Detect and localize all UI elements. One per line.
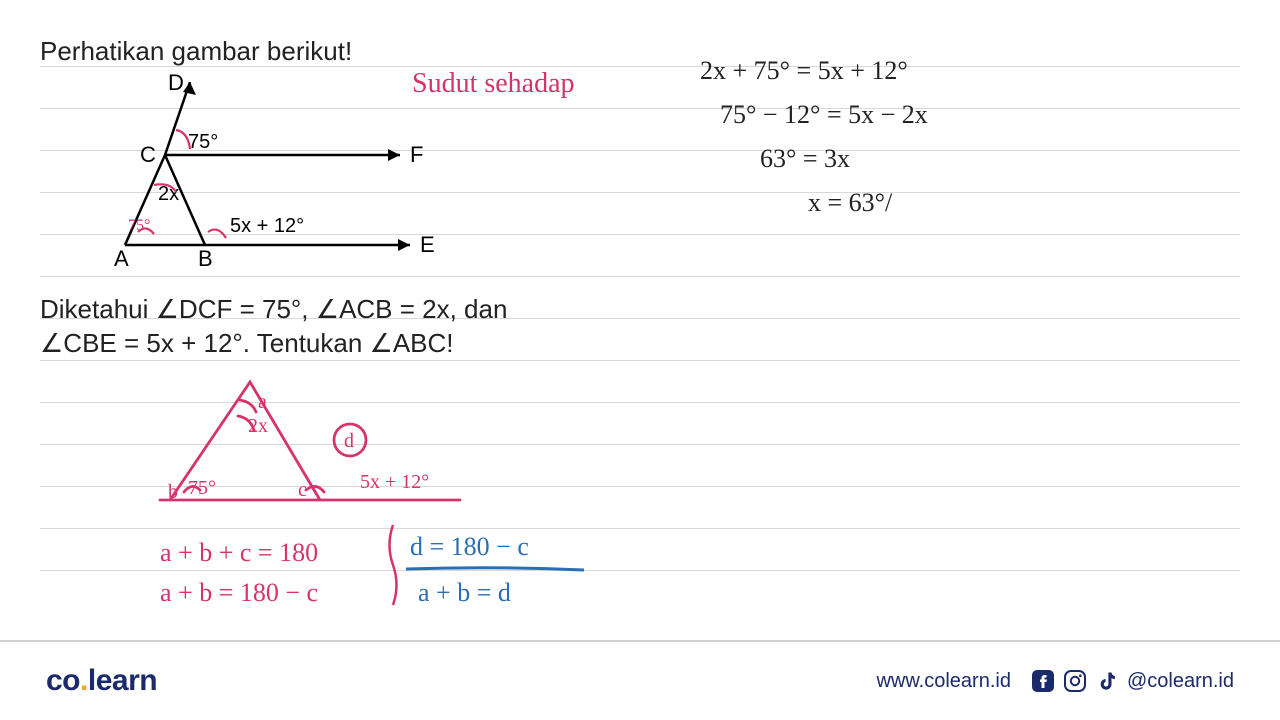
logo-dot: . bbox=[80, 664, 88, 697]
angle-dcf-label: 75° bbox=[188, 131, 218, 153]
label-c: C bbox=[140, 142, 156, 167]
tri-a: a bbox=[258, 391, 267, 413]
label-b: B bbox=[198, 246, 213, 270]
label-a: A bbox=[114, 246, 129, 270]
footer-url: www.colearn.id bbox=[876, 670, 1011, 693]
hand-triangle-sketch: a 2x d b 75° c 5x + 12° bbox=[140, 370, 480, 530]
instagram-icon bbox=[1063, 669, 1087, 693]
tiktok-icon bbox=[1095, 669, 1119, 693]
label-d: D bbox=[168, 70, 184, 95]
blue-underline bbox=[404, 564, 594, 574]
footer-bar: co.learn www.colearn.id @colearn.id bbox=[0, 640, 1280, 720]
work-eq1: 2x + 75° = 5x + 12° bbox=[700, 56, 908, 86]
geometry-diagram: D C F A B E 75° 2x 5x + 12° 75° bbox=[110, 70, 450, 270]
angle-bac-hand: 75° bbox=[128, 217, 150, 234]
problem-given-line1: Diketahui ∠DCF = 75°, ∠ACB = 2x, dan bbox=[40, 294, 507, 325]
work-bottom-b2: a + b = d bbox=[418, 578, 511, 608]
logo-co: co bbox=[46, 664, 80, 697]
tri-c: c bbox=[298, 479, 307, 501]
logo-learn: learn bbox=[88, 664, 157, 697]
work-eq4: x = 63°/ bbox=[808, 188, 892, 218]
tri-d: d bbox=[344, 430, 354, 452]
work-bottom-r1: a + b + c = 180 bbox=[160, 538, 318, 568]
work-eq3: 63° = 3x bbox=[760, 144, 850, 174]
brand-logo: co.learn bbox=[46, 664, 157, 698]
label-f: F bbox=[410, 142, 423, 167]
tri-2x: 2x bbox=[248, 415, 268, 437]
problem-intro-text: Perhatikan gambar berikut! bbox=[40, 36, 352, 67]
tri-expr: 5x + 12° bbox=[360, 471, 429, 493]
angle-cbe-label: 5x + 12° bbox=[230, 215, 304, 237]
tri-b: b bbox=[168, 481, 178, 503]
footer-handle: @colearn.id bbox=[1127, 670, 1234, 693]
work-eq2: 75° − 12° = 5x − 2x bbox=[720, 100, 928, 130]
problem-given-line2: ∠CBE = 5x + 12°. Tentukan ∠ABC! bbox=[40, 328, 454, 359]
work-bottom-b1: d = 180 − c bbox=[410, 532, 529, 562]
facebook-icon bbox=[1031, 669, 1055, 693]
annotation-sudut-sehadap: Sudut sehadap bbox=[412, 68, 575, 100]
work-bottom-r2: a + b = 180 − c bbox=[160, 578, 318, 608]
label-e: E bbox=[420, 232, 435, 257]
tri-75: 75° bbox=[188, 477, 216, 499]
social-icons: @colearn.id bbox=[1031, 669, 1234, 693]
